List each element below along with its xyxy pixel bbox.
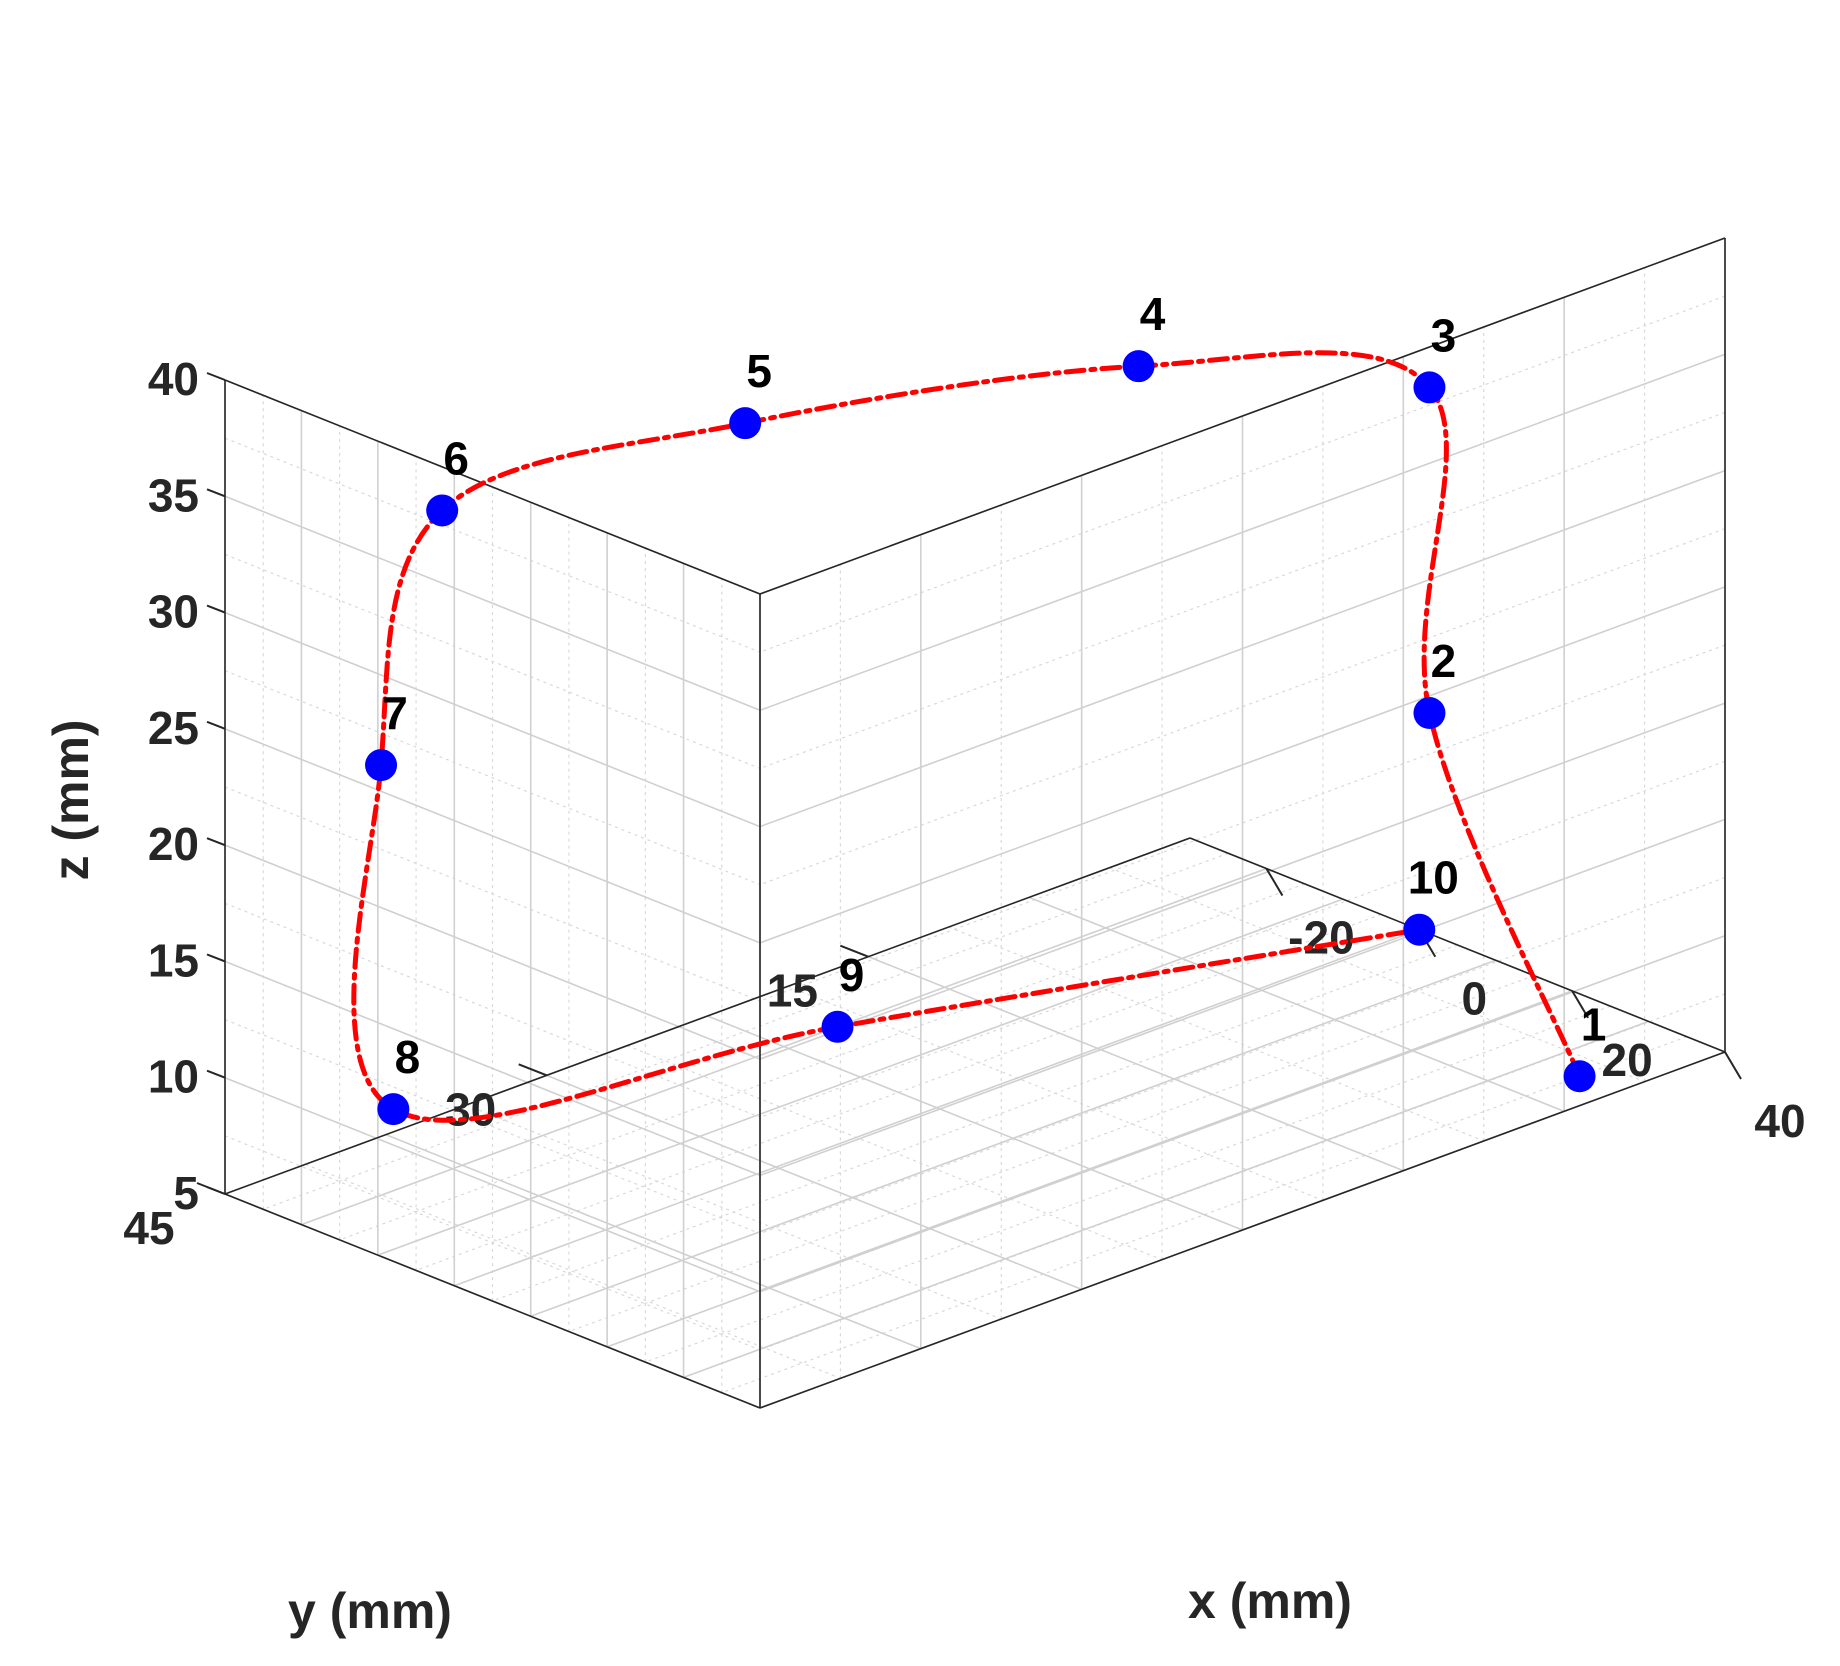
axes-box-edge: [224, 379, 761, 595]
grid-line-major: [546, 1074, 1082, 1291]
z-tick-label: 15: [148, 934, 199, 986]
y-tick-mark: [196, 1182, 226, 1195]
x-tick-mark: [1724, 1051, 1742, 1080]
z-tick-label: 30: [148, 586, 199, 638]
axes-box-edge: [224, 1193, 761, 1409]
axes-box: [224, 237, 1726, 1409]
point-label-1: 1: [1581, 998, 1607, 1050]
data-point-3: [1413, 371, 1446, 404]
data-point-9: [821, 1010, 854, 1043]
point-label-9: 9: [839, 949, 865, 1001]
z-tick-label: 35: [148, 469, 199, 521]
grid-line-major: [224, 611, 761, 828]
x-tick-mark: [1265, 868, 1284, 897]
grid-line-minor: [305, 1163, 841, 1379]
point-label-3: 3: [1431, 309, 1457, 361]
grid-line-major: [707, 1015, 1243, 1231]
z-axis-label: z (mm): [43, 719, 99, 880]
axes-box-edge: [1189, 837, 1726, 1053]
z-tick-mark: [206, 837, 226, 847]
grid-line-minor: [466, 1104, 1002, 1320]
grid-line-major: [224, 495, 761, 712]
trajectory-curve: [351, 350, 1583, 1123]
z-tick-label: 40: [148, 353, 199, 405]
grid-line-minor: [224, 437, 761, 653]
grid-line-minor: [224, 1019, 761, 1235]
data-point-6: [426, 494, 459, 527]
data-point-1: [1563, 1060, 1596, 1093]
grid-line-major: [224, 728, 761, 944]
grid-line-major: [385, 1133, 922, 1350]
data-point-7: [365, 749, 398, 782]
grid-line-major: [224, 844, 761, 1060]
z-tick-mark: [206, 488, 226, 498]
grid-line-minor: [626, 1045, 1163, 1261]
data-point-10: [1403, 913, 1436, 946]
x-tick-label: 40: [1754, 1095, 1805, 1147]
point-label-7: 7: [382, 687, 408, 739]
x-tick-label: 0: [1461, 973, 1487, 1025]
grid-line-major: [224, 960, 761, 1177]
z-tick-mark: [206, 953, 226, 963]
grid-line-minor: [224, 670, 761, 886]
x-tick-label: 20: [1602, 1034, 1653, 1086]
z-tick-mark: [206, 720, 226, 730]
axes-box-edge: [759, 1051, 1726, 1409]
z-tick-label: 20: [148, 818, 199, 870]
point-label-4: 4: [1140, 288, 1166, 340]
z-tick-label: 10: [148, 1051, 199, 1103]
point-label-5: 5: [746, 345, 772, 397]
y-tick-label: 45: [123, 1202, 174, 1254]
x-axis-label: x (mm): [1188, 1573, 1352, 1629]
y-tick-mark: [518, 1063, 548, 1077]
x-tick-mark: [1571, 990, 1590, 1019]
axes-box-edge: [759, 237, 1726, 595]
grid-line-minor: [224, 902, 761, 1118]
z-tick-mark: [206, 604, 226, 614]
z-tick-label: 5: [173, 1167, 199, 1219]
grid-line-minor: [948, 926, 1484, 1142]
z-tick-label: 25: [148, 702, 199, 754]
point-label-2: 2: [1431, 635, 1457, 687]
grid-line-minor: [787, 985, 1324, 1201]
x-tick-label: -20: [1288, 912, 1354, 964]
data-point-8: [377, 1093, 410, 1126]
grid-line-major: [1028, 896, 1565, 1113]
data-point-2: [1413, 697, 1446, 730]
data-point-5: [729, 407, 762, 440]
point-layer: 1 2 3 4 5 6 7 8 9 10: [365, 288, 1607, 1126]
data-point-4: [1122, 350, 1155, 383]
y-axis-label: y (mm): [288, 1583, 452, 1639]
grid-line-minor: [1109, 867, 1645, 1083]
grid-line-major: [868, 955, 1404, 1172]
point-label-6: 6: [443, 432, 469, 484]
point-label-10: 10: [1408, 852, 1459, 904]
z-tick-mark: [206, 372, 226, 381]
y-tick-mark: [839, 944, 869, 958]
y-tick-label: 15: [767, 965, 818, 1017]
tick-layer: 5 10 15 20 25 30 35 40 -20 0 20 40 15 30 45: [123, 353, 1805, 1254]
point-label-8: 8: [395, 1031, 421, 1083]
curve-layer: [351, 350, 1583, 1123]
y-tick-label: 30: [445, 1083, 496, 1135]
axes-box-edge: [224, 837, 1191, 1195]
grid-layer: [224, 237, 1726, 1409]
grid-line-major: [224, 1076, 761, 1293]
z-tick-mark: [206, 1069, 226, 1079]
